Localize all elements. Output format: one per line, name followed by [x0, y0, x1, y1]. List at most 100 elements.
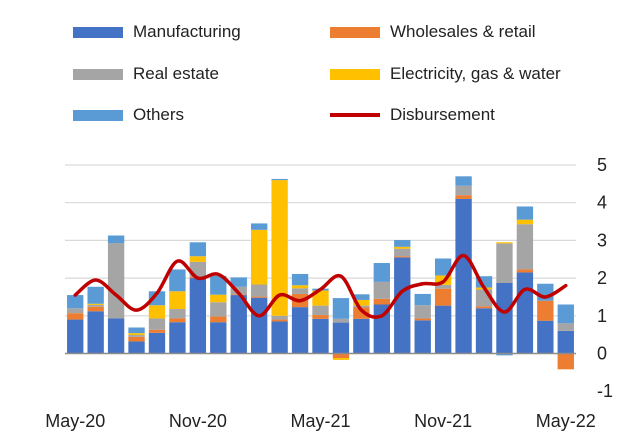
bar-segment: [87, 311, 104, 354]
bar-segment: [312, 305, 329, 316]
bar-segment: [516, 219, 534, 225]
bar-segment: [455, 198, 472, 354]
bar-segment: [353, 307, 370, 319]
bar-segment: [373, 298, 390, 305]
bar-segment: [434, 284, 452, 289]
bar-segment: [128, 327, 145, 334]
y-tick-label: 3: [597, 230, 607, 250]
bar-segment: [148, 318, 166, 330]
bar-segment: [475, 306, 493, 309]
bar-segment: [434, 288, 452, 306]
bar-segment: [251, 223, 268, 230]
bar-segment: [332, 318, 350, 323]
bar-segment: [67, 308, 84, 314]
legend-label: Disbursement: [390, 105, 495, 124]
bar-segment: [107, 235, 125, 244]
bar-segment: [332, 298, 350, 319]
y-tick-label: 1: [597, 306, 607, 326]
legend-label: Others: [133, 105, 185, 124]
bar-segment: [128, 335, 145, 337]
bar-segment: [557, 330, 574, 354]
bar-segment: [475, 276, 493, 288]
bar-segment: [87, 303, 104, 305]
legend-swatch: [330, 26, 380, 38]
bar-segment: [169, 291, 186, 310]
bar-segment: [210, 322, 227, 354]
bar-segment: [169, 318, 186, 323]
bar-segment: [516, 272, 534, 354]
legend-item-real-estate: Real estate: [73, 64, 219, 84]
y-tick-label: 4: [597, 193, 607, 213]
legend-label: Real estate: [133, 64, 219, 83]
bar-segment: [414, 320, 431, 354]
y-tick-label: -1: [597, 381, 613, 401]
bar-segment: [210, 275, 227, 295]
bar-segment: [557, 323, 574, 331]
bar-segment: [353, 294, 370, 300]
legend-item-others: Others: [73, 105, 184, 125]
legend-swatch: [73, 68, 123, 80]
bar-segment: [169, 309, 186, 319]
bar-segment: [271, 315, 288, 320]
legend-item-electricity: Electricity, gas & water: [330, 64, 561, 84]
bar-segment: [128, 333, 145, 336]
bar-segment: [271, 180, 288, 316]
bar-segment: [516, 206, 534, 220]
bar-segment: [291, 273, 309, 286]
bar-segment: [189, 256, 207, 262]
bar-segment: [332, 353, 350, 359]
bar-segment: [496, 283, 513, 354]
bar-segment: [271, 319, 288, 322]
bar-segment: [312, 318, 329, 354]
legend-swatch: [73, 109, 123, 121]
bar-segment: [394, 240, 411, 247]
bar-segment: [516, 269, 534, 273]
legend-swatch: [73, 26, 123, 38]
legend-item-disbursement: Disbursement: [330, 105, 495, 125]
bar-segment: [496, 242, 513, 244]
bar-segment: [210, 302, 227, 317]
bar-segment: [394, 246, 411, 249]
bar-segment: [148, 329, 166, 333]
x-tick-label: Nov-20: [169, 411, 227, 431]
bar-segment: [455, 195, 472, 199]
bar-segment: [87, 286, 104, 304]
bar-segment: [230, 295, 247, 354]
bar-segment: [271, 321, 288, 354]
bar-segment: [210, 316, 227, 323]
legend-label: Electricity, gas & water: [390, 64, 561, 83]
bar-segment: [189, 242, 207, 257]
bar-segment: [189, 278, 207, 354]
bar-segment: [169, 322, 186, 354]
legend-item-wholesales: Wholesales & retail: [330, 22, 536, 42]
legend-item-manufacturing: Manufacturing: [73, 22, 241, 42]
bar-segment: [455, 176, 472, 186]
bar-segment: [148, 291, 166, 306]
x-tick-label: May-20: [45, 411, 105, 431]
disbursement-line: [73, 253, 568, 319]
legend-line-swatch: [330, 113, 380, 117]
bar-segment: [251, 284, 268, 297]
bar-segment: [291, 307, 309, 354]
bar-segment: [251, 296, 268, 298]
bar-segment: [455, 185, 472, 196]
bar-segment: [67, 313, 84, 320]
bar-segment: [434, 305, 452, 354]
x-tick-label: May-22: [536, 411, 596, 431]
bar-segment: [394, 248, 411, 257]
bar-segment: [230, 277, 247, 287]
bar-segment: [128, 336, 145, 342]
bar-segment: [230, 286, 247, 295]
bar-segment: [414, 305, 431, 319]
bar-segment: [496, 243, 513, 284]
bar-segment: [148, 332, 166, 354]
bar-segment: [373, 263, 390, 282]
bar-segment: [291, 288, 309, 294]
y-tick-label: 0: [597, 344, 607, 364]
y-tick-label: 5: [597, 155, 607, 175]
bar-segment: [496, 353, 513, 356]
bar-segment: [516, 224, 534, 270]
bar-segment: [312, 290, 329, 306]
bar-segment: [271, 178, 288, 181]
